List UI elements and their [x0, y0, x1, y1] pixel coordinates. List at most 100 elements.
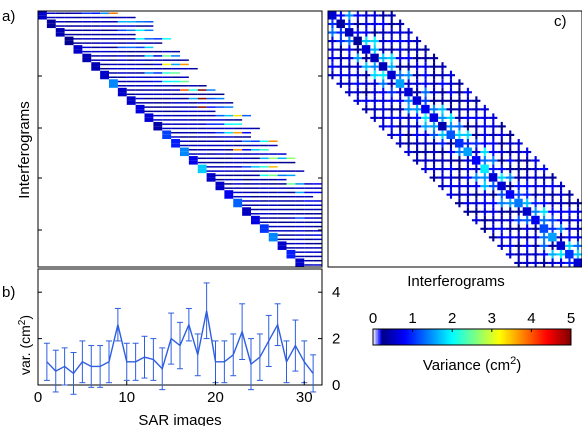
heatmap-cell	[497, 244, 506, 247]
heatmap-cell	[206, 131, 216, 134]
heatmap-cell	[251, 127, 260, 130]
colorbar-swatch	[526, 329, 529, 345]
heatmap-cell	[135, 72, 145, 74]
heatmap-cell	[438, 108, 447, 111]
heatmap-cell	[277, 213, 287, 215]
heatmap-cell	[64, 36, 74, 41]
heatmap-cell	[171, 127, 180, 130]
heatmap-cell	[233, 161, 243, 164]
heatmap-cell	[412, 116, 422, 119]
colorbar-swatch	[534, 329, 537, 345]
heatmap-cell	[361, 74, 371, 77]
heatmap-cell	[497, 236, 506, 239]
heatmap-cell	[421, 48, 430, 51]
heatmap-cell	[304, 234, 314, 236]
heatmap-cell	[514, 142, 523, 145]
heatmap-cell	[497, 210, 506, 213]
heatmap-cell	[82, 46, 92, 49]
heatmap-cell	[206, 123, 216, 125]
heatmap-cell	[295, 187, 305, 189]
heatmap-cell	[153, 55, 163, 57]
heatmap-cell	[135, 89, 145, 91]
heatmap-cell	[171, 80, 180, 83]
colorbar-swatch	[468, 329, 471, 345]
colorbar-swatch	[382, 329, 386, 345]
colorbar-swatch	[509, 329, 513, 345]
heatmap-cell	[82, 33, 92, 36]
heatmap-cell	[497, 227, 506, 230]
heatmap-cell	[295, 247, 305, 249]
heatmap-cell	[277, 238, 287, 241]
heatmap-cell	[206, 93, 216, 96]
heatmap-cell	[539, 224, 549, 233]
heatmap-cell	[286, 225, 296, 228]
heatmap-cell	[109, 21, 118, 23]
heatmap-cell	[73, 25, 83, 27]
heatmap-cell	[455, 116, 464, 119]
heatmap-cell	[404, 142, 413, 145]
heatmap-cell	[162, 80, 172, 83]
heatmap-cell	[277, 234, 287, 236]
heatmap-cell	[480, 108, 489, 111]
heatmap-cell	[135, 42, 145, 44]
heatmap-cell	[378, 48, 388, 51]
heatmap-cell	[395, 99, 405, 102]
heatmap-cell	[387, 31, 396, 34]
colorbar-swatch	[561, 329, 564, 345]
heatmap-cell	[109, 25, 118, 27]
heatmap-cell	[117, 33, 127, 36]
heatmap-cell	[395, 31, 405, 34]
heatmap-cell	[286, 238, 296, 241]
heatmap-cell	[268, 195, 278, 198]
heatmap-cell	[215, 144, 225, 147]
panel-b-xlabel: SAR images	[138, 412, 221, 426]
heatmap-cell	[126, 33, 136, 36]
heatmap-cell	[395, 108, 405, 111]
heatmap-cell	[429, 74, 439, 77]
heatmap-cell	[421, 159, 430, 162]
heatmap-cell	[46, 16, 56, 19]
heatmap-cell	[304, 208, 314, 211]
heatmap-cell	[91, 46, 101, 49]
heatmap-cell	[497, 125, 506, 128]
heatmap-cell	[82, 53, 92, 58]
heatmap-cell	[455, 91, 464, 94]
heatmap-cell	[109, 50, 118, 53]
colorbar-swatch	[415, 329, 419, 345]
heatmap-cell	[180, 85, 189, 87]
heatmap-cell	[539, 185, 549, 188]
heatmap-cell	[361, 31, 371, 34]
heatmap-cell	[463, 133, 472, 136]
heatmap-cell	[180, 123, 189, 125]
heatmap-cell	[455, 176, 464, 179]
heatmap-cell	[242, 174, 251, 177]
heatmap-cell	[91, 59, 101, 61]
heatmap-cell	[471, 193, 481, 196]
heatmap-cell	[126, 46, 136, 49]
heatmap-cell	[446, 99, 455, 102]
heatmap-cell	[268, 230, 278, 232]
heatmap-cell	[144, 102, 154, 104]
heatmap-cell	[180, 144, 189, 147]
heatmap-cell	[370, 99, 379, 102]
heatmap-cell	[295, 195, 305, 198]
colorbar-swatch	[472, 329, 475, 345]
heatmap-cell	[313, 187, 322, 189]
heatmap-cell	[531, 253, 540, 256]
heatmap-cell	[259, 213, 269, 215]
heatmap-cell	[109, 55, 118, 57]
heatmap-cell	[404, 133, 413, 136]
heatmap-cell	[197, 168, 207, 174]
heatmap-cell	[421, 116, 430, 119]
colorbar-swatch	[470, 329, 473, 345]
heatmap-cell	[505, 159, 515, 162]
heatmap-cell	[438, 185, 447, 188]
colorbar-swatch	[503, 329, 506, 345]
heatmap-cell	[188, 153, 198, 155]
heatmap-cell	[387, 91, 396, 94]
colorbar-swatch	[539, 329, 542, 345]
heatmap-cell	[514, 185, 523, 188]
heatmap-cell	[480, 116, 489, 119]
heatmap-cell	[224, 194, 234, 199]
heatmap-cell	[370, 91, 379, 94]
